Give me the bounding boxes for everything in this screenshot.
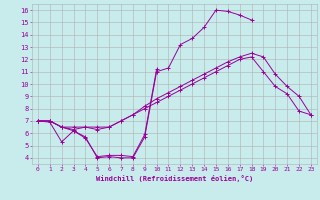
X-axis label: Windchill (Refroidissement éolien,°C): Windchill (Refroidissement éolien,°C) [96, 175, 253, 182]
